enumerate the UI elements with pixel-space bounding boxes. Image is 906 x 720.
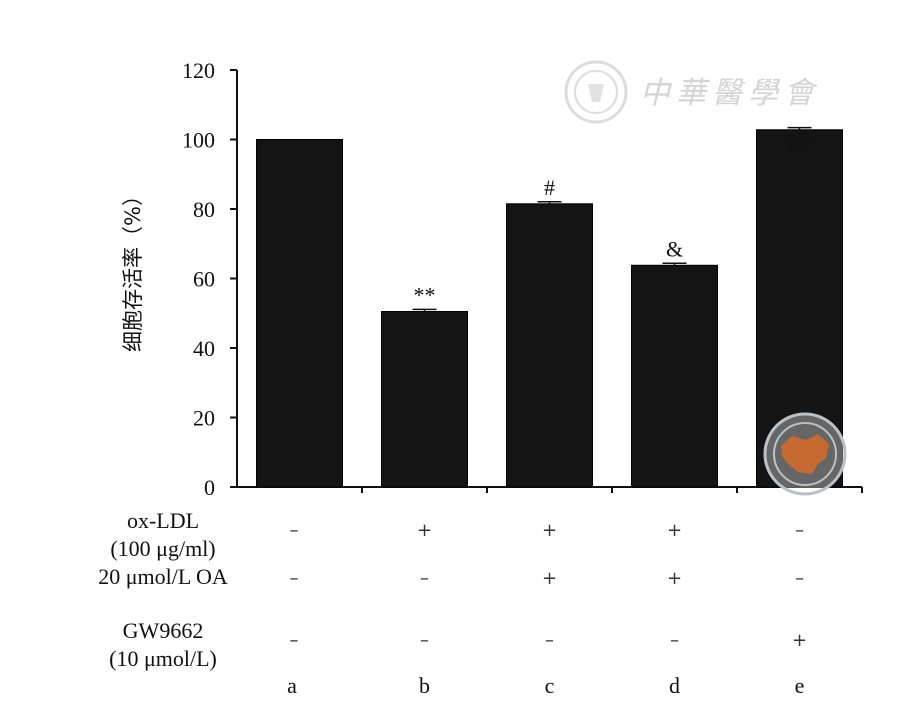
group-label-a: a [287, 673, 297, 698]
condition-label: (100 μg/ml) [110, 536, 215, 561]
bar-annotation-b: ** [414, 283, 436, 308]
condition-mark: + [792, 630, 807, 651]
y-tick-label: 60 [193, 267, 215, 292]
group-label-b: b [419, 673, 430, 698]
condition-mark: – [795, 520, 804, 541]
watermark-text: 中華醫學會 [640, 76, 820, 111]
condition-label: (10 μmol/L) [109, 646, 217, 671]
bar-d [631, 264, 718, 488]
condition-mark: – [290, 568, 299, 589]
group-label-c: c [545, 673, 555, 698]
condition-mark: – [670, 630, 679, 651]
y-tick-label: 20 [193, 406, 215, 431]
condition-label: 20 μmol/L OA [98, 564, 228, 589]
condition-mark: + [417, 520, 432, 541]
y-tick-label: 120 [182, 58, 215, 83]
group-label-d: d [669, 673, 680, 698]
group-label-e: e [795, 673, 805, 698]
y-axis-label: 细胞存活率（%） [121, 185, 145, 352]
watermark-seal-bottom [763, 412, 847, 496]
y-tick-label: 80 [193, 197, 215, 222]
condition-mark: + [667, 568, 682, 589]
group-labels: a b c d e [287, 673, 804, 698]
condition-mark: – [420, 568, 429, 589]
condition-mark: – [290, 630, 299, 651]
y-tick-label: 0 [204, 475, 215, 500]
condition-table: ox-LDL (100 μg/ml) – + + + – 20 μmol/L OA – – + + – G… [98, 508, 807, 671]
watermark-seal-top [564, 60, 628, 124]
condition-label: GW9662 [123, 618, 204, 643]
condition-mark: – [795, 568, 804, 589]
bar-b [381, 311, 468, 488]
bar-a [256, 139, 343, 488]
bar-annotations: ** # & ## [414, 130, 811, 308]
condition-mark: – [420, 630, 429, 651]
y-axis: 0 20 40 60 80 100 120 [182, 58, 238, 500]
bar-annotation-c: # [544, 175, 555, 200]
bar-annotation-e: ## [789, 130, 811, 155]
condition-mark: – [290, 520, 299, 541]
condition-mark: + [542, 520, 557, 541]
condition-mark: + [542, 568, 557, 589]
condition-mark: – [545, 630, 554, 651]
y-tick-label: 40 [193, 336, 215, 361]
condition-mark: + [667, 520, 682, 541]
bar-e [756, 129, 843, 488]
bars [256, 126, 843, 488]
condition-label: ox-LDL [127, 508, 199, 533]
y-tick-label: 100 [182, 128, 215, 153]
bar-annotation-d: & [666, 236, 683, 261]
bar-c [506, 203, 593, 488]
x-axis [237, 486, 863, 493]
